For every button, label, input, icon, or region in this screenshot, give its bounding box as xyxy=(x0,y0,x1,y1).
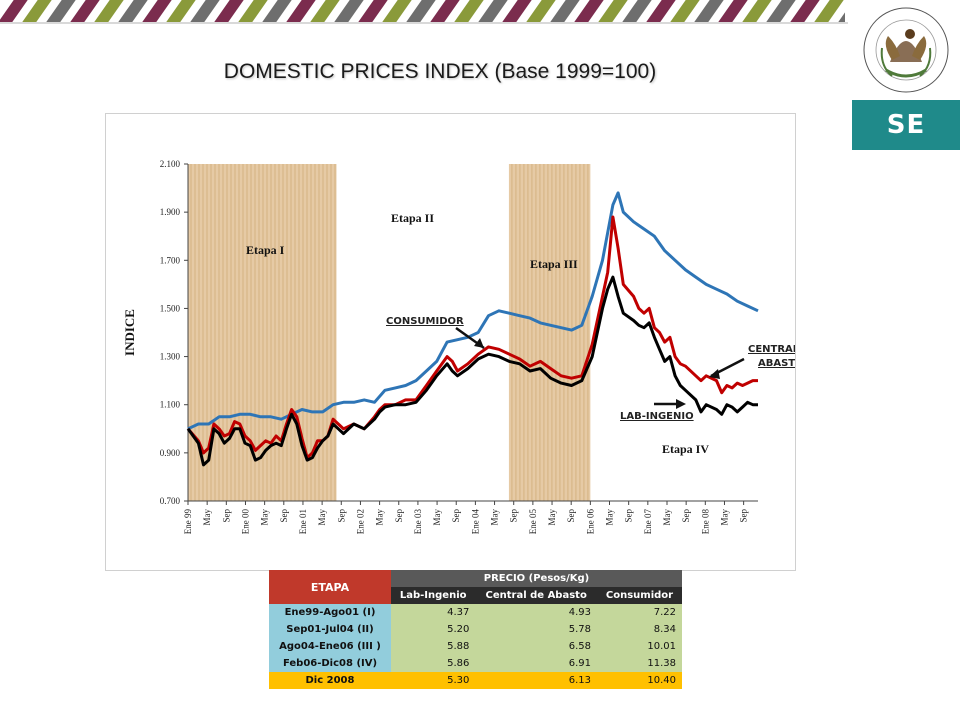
table-header-row: ETAPA PRECIO (Pesos/Kg) xyxy=(269,570,682,604)
y-tick-label: 0.700 xyxy=(160,496,181,506)
y-tick-label: 2.100 xyxy=(160,159,181,169)
mexico-seal-logo xyxy=(852,0,960,100)
etapa-header: ETAPA xyxy=(269,570,391,604)
top-decorative-stripes xyxy=(0,0,845,22)
row-label: Feb06-Dic08 (IV) xyxy=(269,655,391,672)
stage-label: Etapa III xyxy=(530,257,578,271)
x-tick-label: Ene 99 xyxy=(183,509,193,535)
page-title: DOMESTIC PRICES INDEX (Base 1999=100) xyxy=(223,60,657,83)
y-tick-label: 1.300 xyxy=(160,352,181,362)
x-tick-label: Ene 07 xyxy=(643,509,653,535)
x-tick-label: Sep xyxy=(739,509,749,523)
y-tick-label: 1.100 xyxy=(160,400,181,410)
column-header-central-de-abasto: Central de Abasto xyxy=(475,587,597,604)
row-label: Ago04-Ene06 (III ) xyxy=(269,638,391,655)
x-tick-label: Sep xyxy=(336,509,346,523)
cell-lab-ingenio: 5.88 xyxy=(391,638,476,655)
x-tick-label: Sep xyxy=(394,509,404,523)
chart-frame: 2.100 1.900 1.700 1.500 1.300 1.100 0.900 0.700… xyxy=(105,113,818,571)
annotation-consumidor: CONSUMIDOR xyxy=(386,316,464,327)
se-logo: SE xyxy=(852,100,960,150)
x-tick-label: Ene 03 xyxy=(413,509,423,535)
y-tick-label: 1.500 xyxy=(160,303,181,313)
x-tick-label: May xyxy=(547,509,557,526)
x-tick-label: Ene 06 xyxy=(585,509,595,535)
cell-consumidor: 10.40 xyxy=(596,672,682,689)
x-tick-label: May xyxy=(260,509,270,526)
x-tick-label: Sep xyxy=(451,509,461,523)
stage-label: Etapa IV xyxy=(662,442,709,456)
x-tick-label: Ene 02 xyxy=(355,509,365,534)
cell-central-de-abasto: 4.93 xyxy=(475,604,597,621)
series-line-central-de-abasto xyxy=(186,215,758,460)
top-divider-line xyxy=(0,22,848,24)
cell-consumidor: 11.38 xyxy=(596,655,682,672)
x-tick-label: Sep xyxy=(681,509,691,523)
cell-lab-ingenio: 5.86 xyxy=(391,655,476,672)
x-tick-label: Sep xyxy=(566,509,576,523)
annotation-arrowhead xyxy=(709,369,720,379)
series-line-consumidor xyxy=(187,191,759,431)
cell-central-de-abasto: 6.91 xyxy=(475,655,597,672)
table-row-current: Dic 2008 5.30 6.13 10.40 xyxy=(269,672,682,689)
x-tick-label: May xyxy=(375,509,385,526)
cell-lab-ingenio: 5.30 xyxy=(391,672,476,689)
x-tick-label: May xyxy=(490,509,500,526)
cell-central-de-abasto: 5.78 xyxy=(475,621,597,638)
annotation-central-de-abasto-line1: CENTRAL DE xyxy=(748,344,795,355)
price-index-chart: 2.100 1.900 1.700 1.500 1.300 1.100 0.900 0.700… xyxy=(122,159,818,535)
annotation-central-de-abasto-line2: ABASTO xyxy=(758,358,795,369)
x-tick-label: Sep xyxy=(221,509,231,523)
y-axis-label: INDICE xyxy=(122,309,137,356)
x-tick-label: May xyxy=(202,509,212,526)
x-tick-label: May xyxy=(432,509,442,526)
prices-table: ETAPA PRECIO (Pesos/Kg) Lab-Ingenio Cent… xyxy=(269,570,682,689)
x-tick-label: Ene 01 xyxy=(298,509,308,534)
table-row: Ago04-Ene06 (III ) 5.88 6.58 10.01 xyxy=(269,638,682,655)
row-label: Ene99-Ago01 (I) xyxy=(269,604,391,621)
x-tick-label: Ene 05 xyxy=(528,509,538,535)
stage-label: Etapa I xyxy=(246,243,285,257)
cell-consumidor: 8.34 xyxy=(596,621,682,638)
x-tick-label: Sep xyxy=(279,509,289,523)
table-row: Feb06-Dic08 (IV) 5.86 6.91 11.38 xyxy=(269,655,682,672)
y-tick-label: 0.900 xyxy=(160,448,181,458)
x-tick-label: May xyxy=(605,509,615,526)
x-tick-label: May xyxy=(317,509,327,526)
x-tick-label: Sep xyxy=(624,509,634,523)
x-tick-label: Ene 00 xyxy=(240,509,250,535)
annotation-lab-ingenio: LAB-INGENIO xyxy=(620,411,694,422)
cell-consumidor: 10.01 xyxy=(596,638,682,655)
stage-label: Etapa II xyxy=(391,211,434,225)
table-subheader-row: Lab-Ingenio Central de Abasto Consumidor xyxy=(269,587,682,604)
x-tick-label: Sep xyxy=(509,509,519,523)
precio-header: PRECIO (Pesos/Kg) xyxy=(391,570,682,587)
column-header-lab-ingenio: Lab-Ingenio xyxy=(391,587,476,604)
cell-lab-ingenio: 5.20 xyxy=(391,621,476,638)
cell-central-de-abasto: 6.58 xyxy=(475,638,597,655)
y-tick-label: 1.700 xyxy=(160,255,181,265)
shaded-stage-band xyxy=(508,164,591,501)
y-tick-label: 1.900 xyxy=(160,207,181,217)
column-header-consumidor: Consumidor xyxy=(596,587,682,604)
row-label: Sep01-Jul04 (II) xyxy=(269,621,391,638)
row-label: Dic 2008 xyxy=(269,672,391,689)
cell-lab-ingenio: 4.37 xyxy=(391,604,476,621)
x-tick-label: Ene 04 xyxy=(470,509,480,535)
x-tick-label: May xyxy=(662,509,672,526)
x-tick-label: Ene 08 xyxy=(700,509,710,535)
table-row: Ene99-Ago01 (I) 4.37 4.93 7.22 xyxy=(269,604,682,621)
annotation-arrowhead xyxy=(676,399,686,409)
annotation-arrowhead xyxy=(474,338,484,348)
cell-consumidor: 7.22 xyxy=(596,604,682,621)
table-row: Sep01-Jul04 (II) 5.20 5.78 8.34 xyxy=(269,621,682,638)
series-line-lab-ingenio xyxy=(186,275,758,467)
cell-central-de-abasto: 6.13 xyxy=(475,672,597,689)
x-tick-label: May xyxy=(719,509,729,526)
